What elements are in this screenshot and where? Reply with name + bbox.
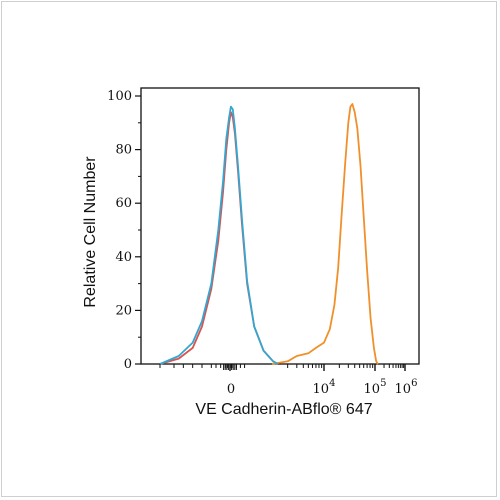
x-axis: 0 104 105 106 [159,364,418,397]
y-tick-label: 0 [124,357,132,372]
y-axis: 0 20 40 60 80 100 [107,89,141,372]
x-tick-label: 106 [395,378,418,397]
x-tick-label: 104 [313,378,336,397]
y-axis-title: Relative Cell Number [82,156,99,308]
y-tick-label: 60 [115,196,132,211]
series-line [271,103,379,365]
x-tick-label: 105 [364,378,387,397]
x-tick-label: 0 [227,382,235,397]
y-tick-label: 20 [115,303,132,318]
plot-border [140,87,420,365]
series-line [159,111,279,365]
series-curves [159,103,379,365]
x-axis-title: VE Cadherin-ABflo® 647 [195,401,372,418]
plot-area [140,87,420,365]
y-tick-label: 80 [115,143,132,158]
series-line [159,105,279,365]
y-tick-label: 40 [115,250,132,265]
y-tick-label: 100 [107,89,132,104]
